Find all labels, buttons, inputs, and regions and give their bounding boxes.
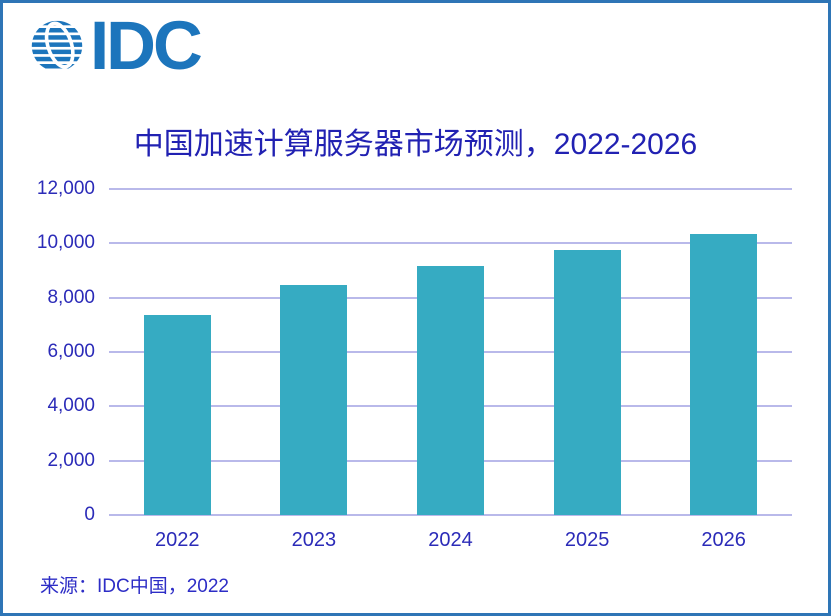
gridline bbox=[109, 188, 792, 190]
y-tick-label: 4,000 bbox=[47, 395, 95, 417]
gridline bbox=[109, 242, 792, 245]
bar-slot bbox=[382, 189, 519, 515]
x-tick-label: 2025 bbox=[564, 529, 610, 551]
x-tick-label: 2026 bbox=[701, 529, 746, 551]
bar-slot bbox=[246, 189, 383, 515]
idc-logo-text: IDC bbox=[90, 7, 203, 84]
x-axis: 2022 2023 2024 2025 2026 bbox=[109, 529, 792, 552]
y-tick-label: 12,000 bbox=[36, 178, 95, 199]
x-tick-label: 2023 bbox=[291, 529, 337, 551]
idc-logo: IDC bbox=[30, 7, 203, 84]
y-tick-label: 8,000 bbox=[47, 286, 95, 308]
y-tick-label: 6,000 bbox=[47, 341, 95, 362]
bar-series bbox=[109, 189, 792, 515]
bar-2022 bbox=[143, 315, 211, 515]
y-tick-label: 2,000 bbox=[47, 449, 95, 471]
idc-globe-icon bbox=[31, 20, 83, 69]
y-tick-label: 0 bbox=[84, 504, 95, 525]
plot-area bbox=[109, 188, 792, 516]
chart-title: 中国加速计算服务器市场预测，2022-2026 bbox=[133, 128, 698, 161]
y-tick-label: 10,000 bbox=[36, 232, 95, 254]
bar-2023 bbox=[280, 285, 348, 515]
bar-slot bbox=[655, 189, 792, 515]
bar-2025 bbox=[553, 250, 621, 515]
bar-slot bbox=[519, 189, 656, 515]
source-note: 来源：IDC中国，2022 bbox=[40, 576, 229, 597]
bar-2026 bbox=[690, 234, 758, 515]
y-axis: 12,000 10,000 8,000 6,000 4,000 2,000 0 bbox=[3, 178, 95, 525]
gridline bbox=[109, 514, 792, 516]
bar-slot bbox=[109, 189, 246, 515]
x-tick-label: 2022 bbox=[155, 529, 200, 551]
x-tick-label: 2024 bbox=[428, 529, 473, 551]
bar-2024 bbox=[416, 266, 484, 515]
